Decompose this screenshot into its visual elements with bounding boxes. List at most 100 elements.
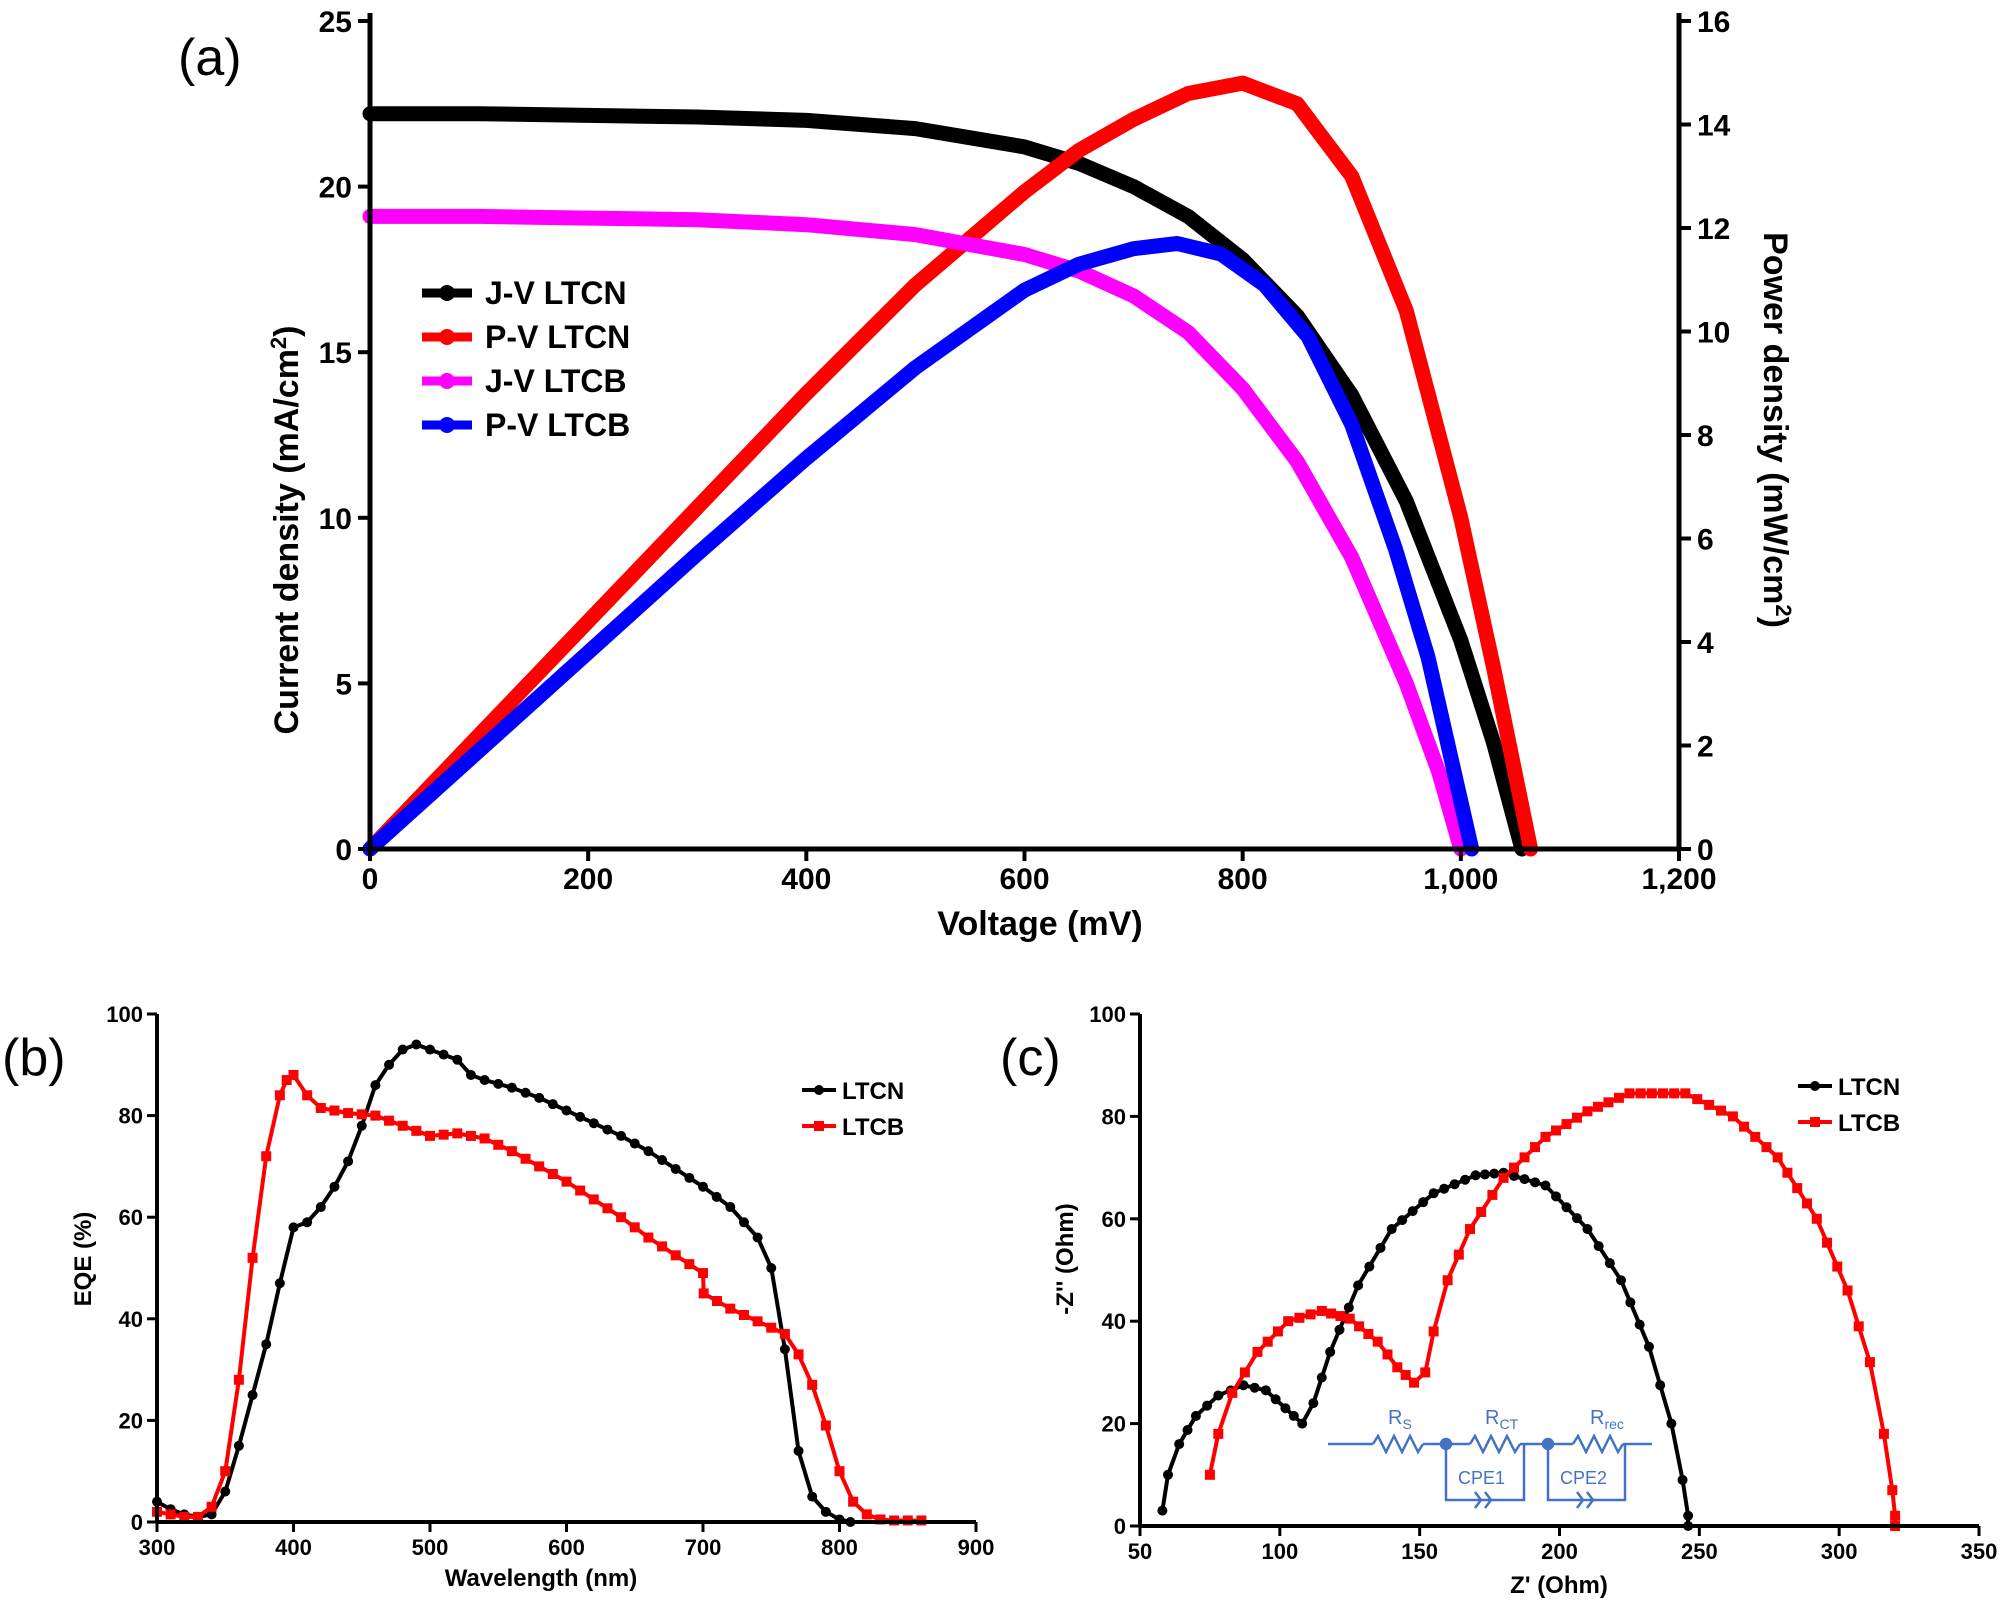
c-series-0-point xyxy=(1375,1242,1386,1253)
c-series-0-point xyxy=(1666,1418,1677,1429)
b-series-1-point xyxy=(329,1105,340,1116)
panel-a-axes: 0 200 400 600 800 1,000 1,20005101520250246810… xyxy=(319,6,1731,896)
b-series-0-point xyxy=(274,1278,285,1289)
b-series-1-point xyxy=(370,1110,381,1121)
c-series-0-point xyxy=(1551,1191,1562,1202)
c-series-1-point xyxy=(1372,1336,1383,1347)
b-series-1-point xyxy=(274,1090,285,1101)
cpe1-branch xyxy=(1444,1444,1526,1502)
c-series-1-point xyxy=(1530,1142,1541,1153)
panel-c-data-layer xyxy=(1157,1088,1901,1531)
c-series-0-point xyxy=(1561,1202,1572,1213)
c-series-0-point xyxy=(1530,1177,1541,1188)
b-series-1-point xyxy=(438,1129,449,1140)
c-y-tick-label: 0 xyxy=(1114,1514,1126,1539)
panel-a-series-3-line xyxy=(362,236,1480,857)
panel-a-series-0-line xyxy=(362,106,1530,857)
c-series-1-point xyxy=(1822,1237,1833,1248)
c-series-1-point xyxy=(1853,1321,1864,1332)
c-series-0-point xyxy=(1449,1179,1460,1190)
c-series-1-point xyxy=(1832,1261,1843,1272)
panel-a-y2-tick-label: 6 xyxy=(1697,524,1714,557)
panel-a-y2-tick-label: 16 xyxy=(1697,6,1730,39)
c-x-tick-label: 50 xyxy=(1128,1539,1152,1564)
b-series-1-point xyxy=(534,1161,545,1172)
c-series-1-point xyxy=(1354,1321,1365,1332)
c-series-1-point xyxy=(1716,1105,1727,1116)
c-series-0-point xyxy=(1288,1410,1299,1421)
b-series-1-point xyxy=(547,1169,558,1180)
b-series-1-point xyxy=(793,1349,804,1360)
b-series-1-point xyxy=(261,1151,272,1162)
c-series-1-point xyxy=(1213,1428,1224,1439)
c-series-1-point xyxy=(1692,1094,1703,1105)
panel-b: (b) 300 400 500 600 700 800 900 0 20 40 60 80 100 LT… xyxy=(2,1002,994,1592)
c-series-1-point xyxy=(1571,1112,1582,1123)
c-series-0-point xyxy=(1325,1346,1336,1357)
c-series-0-point xyxy=(1316,1372,1327,1383)
b-x-tick-label: 500 xyxy=(412,1535,449,1560)
b-series-1-point xyxy=(220,1466,231,1477)
b-series-0-point xyxy=(820,1506,831,1517)
c-series-0-point xyxy=(1364,1261,1375,1272)
b-series-1-point xyxy=(315,1102,326,1113)
c-series-1-point xyxy=(1204,1469,1215,1480)
c-x-tick-label: 150 xyxy=(1401,1539,1438,1564)
c-series-0-point xyxy=(1407,1206,1418,1217)
b-series-0-point xyxy=(493,1078,504,1089)
c-series-0-point xyxy=(1428,1188,1439,1199)
panel-b-x-axis-label: Wavelength (nm) xyxy=(445,1565,637,1592)
panel-a-y2-tick-label: 10 xyxy=(1697,317,1730,350)
c-x-tick-label: 300 xyxy=(1821,1539,1858,1564)
c-series-1-point xyxy=(1669,1088,1680,1099)
b-series-1-point xyxy=(506,1146,517,1157)
c-series-0-point xyxy=(1593,1241,1604,1252)
c-series-1-point xyxy=(1540,1131,1551,1142)
panel-c-label: (c) xyxy=(1000,1029,1061,1087)
cpe2-icon xyxy=(1576,1491,1585,1509)
c-series-1-point xyxy=(1519,1152,1530,1163)
b-series-1-point xyxy=(588,1194,599,1205)
b-series-0-point xyxy=(452,1054,463,1065)
c-series-1-point xyxy=(1680,1088,1691,1099)
b-series-0-point xyxy=(479,1075,490,1086)
c-series-1-point xyxy=(1252,1346,1263,1357)
b-series-0-point xyxy=(220,1486,231,1497)
circuit-label-cpe2: CPE2 xyxy=(1560,1468,1607,1488)
c-series-0-point xyxy=(1260,1385,1271,1396)
b-series-1-point xyxy=(561,1176,572,1187)
b-series-1-point xyxy=(766,1322,777,1333)
c-legend-marker xyxy=(1810,1117,1820,1127)
b-series-0-point xyxy=(302,1217,313,1228)
b-x-tick-label: 800 xyxy=(821,1535,858,1560)
c-series-1-point xyxy=(1842,1285,1853,1296)
circuit-labels: RS RCT Rrec CPE1 CPE2 xyxy=(1388,1407,1624,1488)
b-series-1-point xyxy=(397,1120,408,1131)
panel-b-data-layer xyxy=(152,1039,927,1527)
c-x-tick-label: 100 xyxy=(1261,1539,1298,1564)
c-y-tick-label: 100 xyxy=(1089,1002,1126,1027)
panel-a-y2-tick-label: 0 xyxy=(1697,834,1714,867)
c-x-tick-label: 350 xyxy=(1961,1539,1998,1564)
panel-a: (a) 0 200 400 600 800 1,000 1,2000510152025024… xyxy=(178,6,1796,943)
c-series-1-point xyxy=(1400,1369,1411,1380)
b-y-tick-label: 100 xyxy=(106,1002,143,1027)
b-series-0-point xyxy=(411,1039,422,1050)
b-series-0-point xyxy=(643,1146,654,1157)
circuit-label-cpe1: CPE1 xyxy=(1458,1468,1505,1488)
c-series-0-point xyxy=(1297,1418,1308,1429)
c-series-0-point xyxy=(1190,1410,1201,1421)
b-x-tick-label: 300 xyxy=(139,1535,176,1560)
b-series-0-point xyxy=(247,1390,258,1400)
c-legend-label: LTCB xyxy=(1838,1110,1900,1137)
panel-a-y2-tick-label: 2 xyxy=(1697,731,1714,764)
c-series-1-point xyxy=(1316,1305,1327,1316)
c-series-1-point xyxy=(1498,1172,1509,1183)
c-series-0-point xyxy=(1418,1197,1429,1208)
c-legend-label: LTCN xyxy=(1838,1074,1900,1101)
resistor-rs-icon xyxy=(1371,1433,1425,1455)
c-series-1-point xyxy=(1363,1329,1374,1339)
b-series-1-point xyxy=(752,1316,763,1327)
resistor-rct-icon xyxy=(1468,1433,1522,1455)
